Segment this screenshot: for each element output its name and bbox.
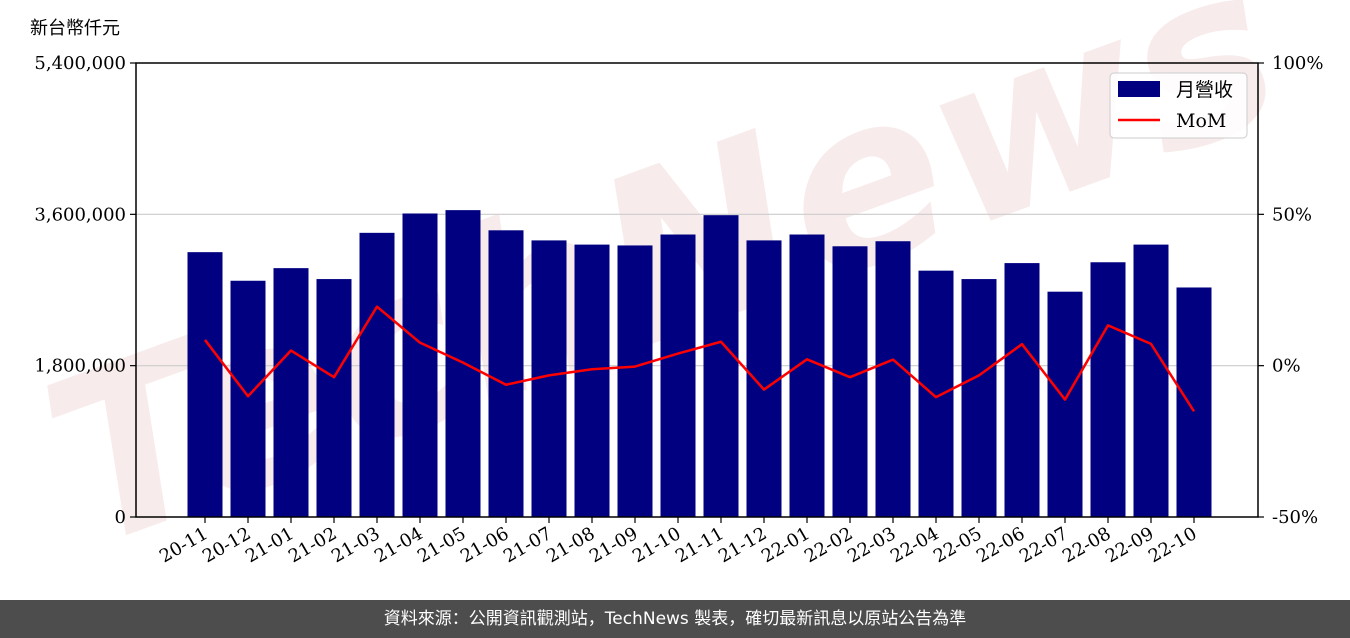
- bar-21-01: [273, 268, 309, 517]
- bar-22-10: [1176, 287, 1212, 517]
- y2-tick-label: 0%: [1272, 356, 1301, 377]
- bar-21-02: [316, 279, 352, 517]
- source-footer: 資料來源：公開資訊觀測站，TechNews 製表，確切最新訊息以原站公告為準: [0, 600, 1350, 638]
- bar-22-02: [832, 246, 868, 517]
- x-tick-label: 22-01: [758, 523, 813, 567]
- bar-21-04: [402, 213, 438, 517]
- x-tick-label: 22-03: [844, 523, 899, 567]
- bar-21-11: [703, 215, 739, 517]
- y-tick-label: 1,800,000: [34, 356, 126, 377]
- bar-21-03: [359, 232, 395, 517]
- y2-tick-label: -50%: [1272, 507, 1318, 528]
- bar-21-08: [574, 244, 610, 517]
- bar-22-03: [875, 241, 911, 517]
- x-tick-label: 21-03: [328, 523, 383, 567]
- revenue-chart: TechNews 01,800,0003,600,0005,400,000-50…: [16, 0, 1324, 600]
- y2-tick-label: 100%: [1272, 53, 1323, 74]
- bar-series: [187, 210, 1212, 517]
- legend-swatch-revenue: [1118, 81, 1160, 97]
- bar-22-09: [1133, 244, 1169, 517]
- x-tick-label: 21-05: [414, 523, 469, 567]
- bar-22-04: [918, 270, 954, 517]
- legend: 月營收 MoM: [1109, 72, 1248, 139]
- x-tick-label: 21-12: [715, 523, 770, 567]
- x-tick-label: 21-09: [586, 523, 641, 567]
- bar-22-01: [789, 234, 825, 517]
- legend-label-mom: MoM: [1176, 110, 1226, 132]
- x-tick-label: 22-07: [1016, 523, 1071, 567]
- x-tick-label: 21-04: [371, 523, 426, 567]
- legend-label-revenue: 月營收: [1176, 79, 1233, 101]
- y-tick-label: 3,600,000: [34, 204, 126, 225]
- mom-series: [204, 305, 1196, 413]
- x-tick-label: 22-06: [973, 523, 1028, 567]
- y-tick-label: 0: [115, 507, 126, 528]
- plot-frame: [135, 62, 1259, 518]
- x-tick-label: 21-11: [672, 523, 727, 567]
- x-tick-label: 22-10: [1145, 523, 1200, 567]
- mom-line: [204, 305, 1196, 413]
- bar-21-06: [488, 230, 524, 517]
- bar-20-12: [230, 280, 266, 517]
- x-tick-label: 21-07: [500, 523, 555, 567]
- y2-tick-label: 50%: [1272, 204, 1312, 225]
- bar-21-12: [746, 240, 782, 517]
- y-tick-label: 5,400,000: [34, 53, 126, 74]
- x-tick-label: 22-02: [801, 523, 856, 567]
- y-axis-unit-label: 新台幣仟元: [30, 18, 120, 39]
- x-tick-label: 21-08: [543, 523, 598, 567]
- x-tick-label: 22-04: [887, 523, 942, 567]
- bar-21-10: [660, 234, 696, 517]
- x-tick-label: 22-08: [1059, 523, 1114, 567]
- x-tick-label: 22-09: [1102, 523, 1157, 567]
- bar-22-08: [1090, 262, 1126, 517]
- bar-22-06: [1004, 263, 1040, 517]
- bar-20-11: [187, 252, 223, 517]
- x-tick-label: 22-05: [930, 523, 985, 567]
- x-tick-label: 21-10: [629, 523, 684, 567]
- bar-21-09: [617, 245, 653, 517]
- bar-22-07: [1047, 291, 1083, 517]
- x-tick-label: 21-06: [457, 523, 512, 567]
- bar-22-05: [961, 279, 997, 517]
